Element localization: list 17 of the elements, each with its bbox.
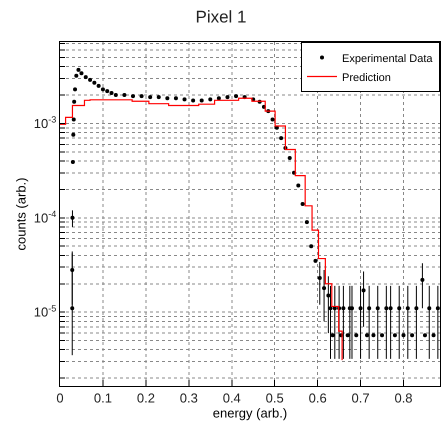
y-axis-title: counts (arb.) xyxy=(14,178,29,250)
x-tick-label: 0.2 xyxy=(136,390,155,406)
chart-title: Pixel 1 xyxy=(195,8,247,27)
x-tick-label: 0.8 xyxy=(394,390,413,406)
legend-label: Prediction xyxy=(342,72,391,84)
x-tick-label: 0 xyxy=(56,390,64,406)
x-tick-label: 0.1 xyxy=(94,390,112,406)
x-tick-label: 0.7 xyxy=(352,390,370,406)
x-axis-title: energy (arb.) xyxy=(212,406,288,421)
y-tick-label: 10$^{-4}$ xyxy=(34,208,56,226)
x-tick-label: 0.3 xyxy=(180,390,198,406)
y-tick-label: 10$^{-3}$ xyxy=(34,114,56,132)
x-tick-label: 0.4 xyxy=(222,390,241,406)
y-tick-label: 10$^{-5}$ xyxy=(34,303,56,320)
x-tick-label: 0.6 xyxy=(308,390,327,406)
x-tick-label: 0.5 xyxy=(266,390,284,406)
legend-label: Experimental Data xyxy=(342,52,434,65)
